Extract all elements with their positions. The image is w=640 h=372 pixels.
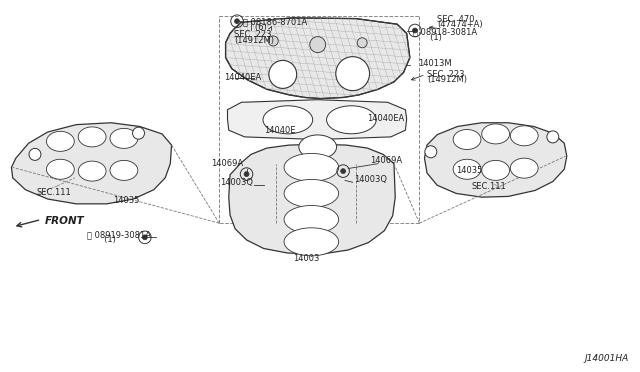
Circle shape	[310, 36, 326, 53]
Polygon shape	[424, 123, 567, 197]
Circle shape	[143, 235, 147, 240]
Text: (1): (1)	[417, 33, 442, 42]
Text: 14069A: 14069A	[211, 159, 243, 168]
Circle shape	[413, 28, 417, 33]
Circle shape	[269, 60, 297, 89]
Text: 14035: 14035	[113, 196, 140, 205]
Text: (6): (6)	[246, 23, 266, 32]
Ellipse shape	[482, 160, 509, 180]
Circle shape	[340, 169, 346, 174]
Ellipse shape	[47, 159, 74, 179]
Ellipse shape	[263, 106, 313, 134]
Circle shape	[357, 38, 367, 48]
Text: J14001HA: J14001HA	[584, 355, 629, 363]
Polygon shape	[228, 144, 396, 254]
Ellipse shape	[110, 128, 138, 148]
Circle shape	[336, 57, 369, 91]
Text: SEC.111: SEC.111	[37, 188, 72, 197]
Ellipse shape	[284, 179, 339, 208]
Ellipse shape	[47, 131, 74, 151]
Ellipse shape	[510, 158, 538, 178]
Text: (1): (1)	[91, 235, 116, 244]
Ellipse shape	[510, 126, 538, 146]
Text: 14003: 14003	[294, 254, 320, 263]
Text: 14069A: 14069A	[370, 156, 402, 165]
Ellipse shape	[284, 205, 339, 234]
Ellipse shape	[110, 160, 138, 180]
Ellipse shape	[326, 106, 376, 134]
Text: 14040E: 14040E	[264, 126, 295, 135]
Text: (47474+A): (47474+A)	[437, 20, 483, 29]
Text: Ⓝ 08919-3081A: Ⓝ 08919-3081A	[87, 230, 151, 239]
Polygon shape	[12, 123, 172, 204]
Circle shape	[235, 19, 239, 24]
Ellipse shape	[482, 124, 509, 144]
Ellipse shape	[284, 153, 339, 182]
Text: SEC. 470: SEC. 470	[437, 15, 475, 24]
Circle shape	[132, 127, 145, 139]
Text: SEC.111: SEC.111	[472, 182, 506, 191]
Ellipse shape	[78, 161, 106, 181]
Text: 14013M: 14013M	[418, 60, 452, 68]
Text: 14003Q: 14003Q	[220, 178, 253, 187]
Text: (14912M): (14912M)	[234, 36, 274, 45]
Ellipse shape	[453, 159, 481, 179]
Text: FRONT: FRONT	[45, 216, 84, 225]
Ellipse shape	[299, 135, 337, 159]
Text: Ⓝ 08918-3081A: Ⓝ 08918-3081A	[413, 28, 477, 36]
Text: 14040EA: 14040EA	[223, 73, 261, 82]
Text: 14003Q: 14003Q	[355, 175, 388, 184]
Polygon shape	[225, 18, 410, 99]
Text: SEC. 223: SEC. 223	[427, 70, 465, 79]
Circle shape	[547, 131, 559, 143]
Text: 14040EA: 14040EA	[367, 114, 404, 123]
Ellipse shape	[453, 129, 481, 150]
Ellipse shape	[78, 127, 106, 147]
Circle shape	[29, 148, 41, 160]
Polygon shape	[227, 100, 406, 140]
Circle shape	[425, 146, 436, 158]
Text: SEC. 223: SEC. 223	[234, 30, 271, 39]
Text: 14035: 14035	[456, 166, 483, 175]
Circle shape	[244, 171, 249, 177]
Text: (14912M): (14912M)	[427, 76, 467, 84]
Ellipse shape	[284, 228, 339, 256]
Text: Ⓑ 08186-8701A: Ⓑ 08186-8701A	[243, 17, 308, 26]
Circle shape	[268, 36, 278, 46]
